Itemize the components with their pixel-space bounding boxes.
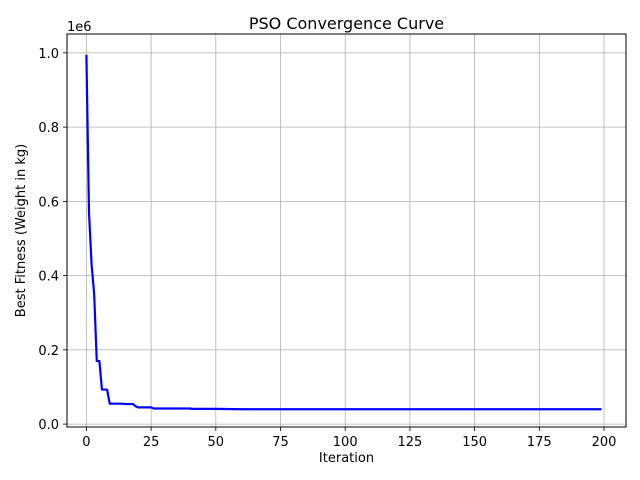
y-axis-offset-label: 1e6 [67,20,92,35]
x-tick-label: 50 [208,435,225,450]
y-tick-label: 0.2 [38,344,59,359]
y-axis: 0.0 0.2 0.4 0.6 0.8 1.0 [38,47,67,433]
x-tick-label: 125 [397,435,422,450]
y-tick-label: 0.8 [38,121,59,136]
x-tick-label: 200 [592,435,617,450]
series-layer [85,54,602,411]
plot-frame [66,33,627,428]
x-tick-label: 100 [333,435,358,450]
grid-lines [67,34,626,427]
x-axis-label: Iteration [319,451,374,466]
x-tick-label: 25 [143,435,160,450]
y-tick-label: 1.0 [38,47,59,62]
y-tick-label: 0.6 [38,195,59,210]
y-tick-label: 0.0 [38,418,59,433]
convergence-line [85,54,602,411]
y-tick-label: 0.4 [38,270,59,285]
x-axis: 0 25 50 75 100 125 150 175 200 [82,427,616,450]
x-tick-label: 150 [462,435,487,450]
chart-title: PSO Convergence Curve [249,14,444,33]
x-tick-label: 175 [527,435,552,450]
y-axis-label: Best Fitness (Weight in kg) [14,144,29,317]
x-tick-label: 75 [272,435,289,450]
x-tick-label: 0 [82,435,90,450]
